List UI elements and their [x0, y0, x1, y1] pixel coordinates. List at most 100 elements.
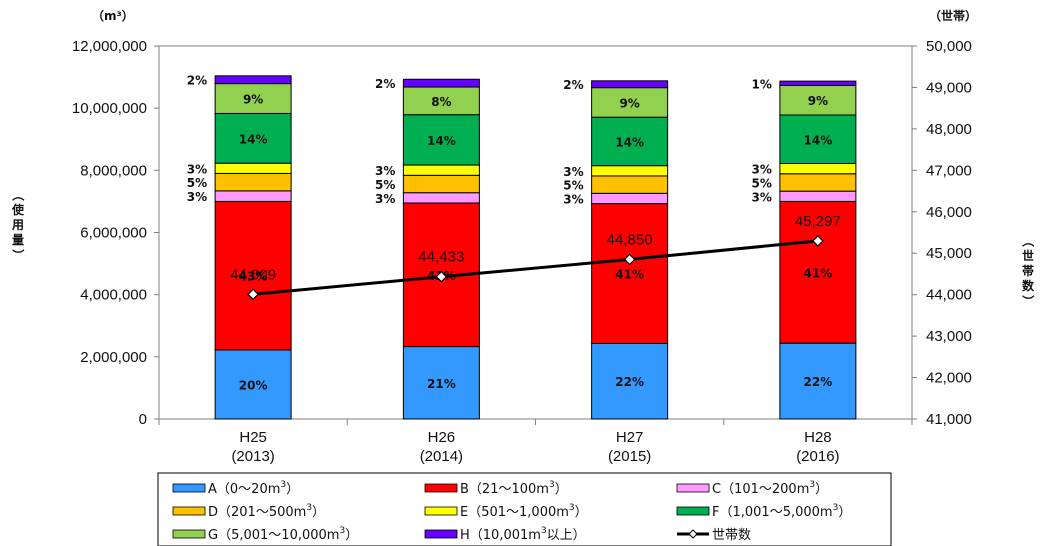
bar-d: [779, 173, 857, 192]
category-year-label: (2016): [796, 448, 839, 465]
bar-b: [214, 200, 292, 351]
bar-label-d: 5%: [563, 179, 583, 193]
left-tick-label: 0: [139, 411, 147, 428]
bar-label-g: 9%: [243, 93, 263, 107]
bar-label-g: 9%: [619, 96, 639, 110]
bar-f: [779, 114, 857, 164]
left-tick-label: 2,000,000: [80, 349, 147, 366]
category-year-label: (2015): [608, 448, 651, 465]
plot-area: 0 2,000,000 4,000,000 6,000,000 8,000,000 10,…: [72, 38, 972, 465]
bar-label-f: 14%: [615, 135, 644, 149]
axis-label-char: 使: [11, 202, 25, 217]
bar-e: [402, 164, 480, 176]
bar-c: [779, 190, 857, 202]
household-label: 44,850: [607, 231, 653, 248]
bar-d: [591, 175, 669, 194]
bar-label-e: 3%: [187, 162, 207, 176]
axis-label-char: （: [11, 189, 26, 201]
bar-label-c: 3%: [752, 190, 772, 204]
bar-e: [591, 165, 669, 177]
legend-label: B（21～100m3）: [460, 480, 568, 497]
bar-label-d: 5%: [375, 178, 395, 192]
category-label: H25: [239, 429, 267, 446]
bar-label-e: 3%: [563, 165, 583, 179]
bar-label-g: 8%: [431, 95, 451, 109]
legend-label: 世帯数: [712, 528, 751, 543]
bar-label-h: 1%: [752, 77, 772, 91]
household-marker: [247, 288, 259, 301]
left-tick-label: 12,000,000: [72, 38, 147, 55]
right-tick-label: 41,000: [926, 411, 972, 428]
legend-frame: [157, 472, 892, 546]
axis-label-char: 用: [11, 218, 24, 232]
legend-swatch-f: [676, 506, 710, 516]
category-year-label: (2013): [231, 448, 274, 465]
bar-label-f: 14%: [427, 134, 456, 148]
axis-label-char: ）: [11, 249, 26, 261]
category-label: H27: [616, 429, 644, 446]
category-label: H26: [428, 429, 456, 446]
left-tick-label: 4,000,000: [80, 287, 147, 304]
right-tick-label: 43,000: [926, 328, 972, 345]
bar-a: [779, 342, 857, 420]
bar-h: [591, 80, 669, 89]
axis-label-char: 数: [1022, 278, 1035, 293]
bar-a: [214, 349, 292, 420]
axis-label-char: 帯: [1022, 263, 1034, 278]
bar-h: [214, 75, 292, 85]
bar-h: [779, 80, 857, 86]
bar-label-f: 14%: [239, 132, 268, 146]
bar-label-c: 3%: [375, 192, 395, 206]
bar-label-b: 41%: [615, 268, 644, 282]
bar-g: [591, 87, 669, 118]
bar-label-h: 2%: [563, 78, 583, 92]
right-tick-label: 46,000: [926, 204, 972, 221]
right-tick-label: 49,000: [926, 79, 972, 96]
household-label: 44,433: [418, 249, 464, 266]
legend: A（0～20m3） B（21～100m3） C（101～200m3） D（201～50…: [157, 472, 892, 546]
bar-label-a: 22%: [615, 375, 644, 389]
legend-swatch-a: [172, 483, 206, 493]
household-line: [252, 239, 819, 296]
household-marker: [435, 270, 448, 283]
legend-label: D（201～500m3）: [208, 503, 325, 520]
bar-d: [402, 174, 480, 194]
bar-g: [779, 84, 857, 116]
legend-swatch-e: [424, 506, 458, 516]
right-tick-label: 44,000: [926, 287, 972, 304]
category-label: H28: [804, 429, 832, 446]
left-tick-label: 10,000,000: [72, 100, 147, 117]
axis-label-char: ）: [1021, 295, 1036, 307]
bar-d: [214, 172, 292, 192]
legend-label: F（1,001～5,000m3）: [712, 503, 851, 520]
left-tick-label: 8,000,000: [80, 162, 147, 179]
right-axis-label: （世帯数 ）: [1021, 235, 1036, 307]
legend-label: G（5,001～10,000m3）: [208, 526, 358, 543]
left-axis-unit: （m³）: [92, 8, 134, 23]
bar-label-a: 20%: [239, 378, 268, 392]
legend-label: H（10,001m3以上）: [460, 526, 586, 543]
bar-label-h: 2%: [187, 74, 207, 88]
household-label: 44,009: [230, 266, 276, 283]
axis-label-char: （: [1021, 235, 1036, 247]
bar-label-h: 2%: [375, 77, 395, 91]
legend-swatch-h: [424, 529, 458, 539]
bar-label-b: 41%: [804, 266, 833, 280]
bar-e: [214, 162, 292, 174]
right-tick-label: 48,000: [926, 121, 972, 138]
bar-label-g: 9%: [808, 94, 828, 108]
bar-label-d: 5%: [187, 176, 207, 190]
bar-b: [779, 200, 857, 344]
right-tick-label: 47,000: [926, 162, 972, 179]
bar-a: [402, 346, 480, 420]
legend-label: A（0～20m3）: [208, 480, 299, 497]
legend-label: C（101～200m3）: [712, 480, 828, 497]
bar-f: [402, 114, 480, 166]
legend-marker-swatch: [688, 529, 698, 539]
axis-label-char: 量: [12, 233, 24, 247]
bar-label-f: 14%: [804, 133, 833, 147]
legend-swatch-b: [424, 483, 458, 493]
bar-label-b: 43%: [239, 270, 268, 284]
left-axis-label: （使用量 ）: [11, 189, 26, 261]
